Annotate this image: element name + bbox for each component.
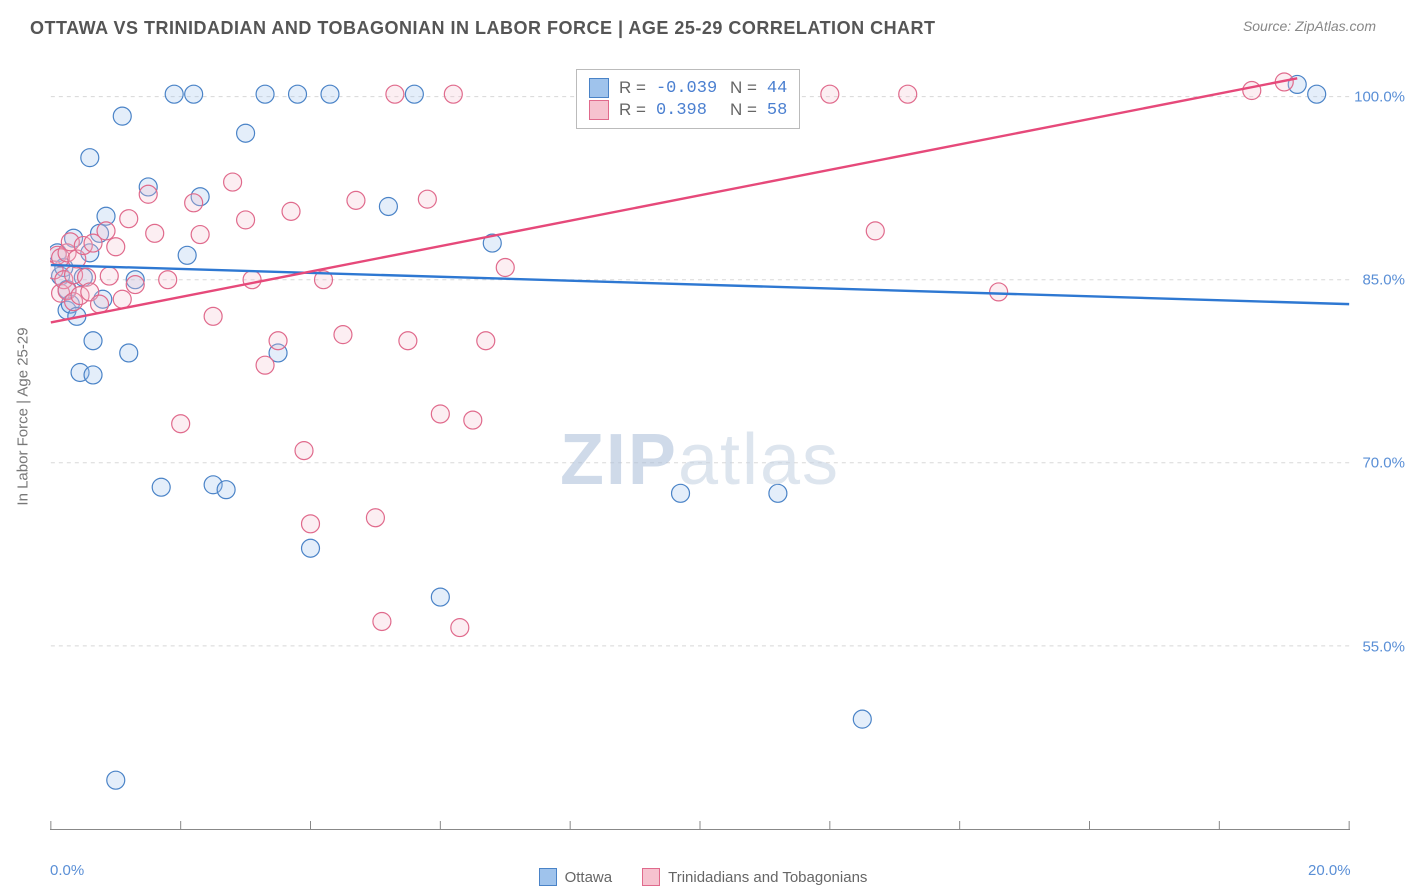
y-tick-label: 55.0%: [1362, 638, 1405, 655]
chart-header: OTTAWA VS TRINIDADIAN AND TOBAGONIAN IN …: [0, 0, 1406, 39]
y-tick-label: 85.0%: [1362, 272, 1405, 289]
chart-svg: [50, 60, 1350, 829]
chart-title: OTTAWA VS TRINIDADIAN AND TOBAGONIAN IN …: [30, 18, 936, 39]
legend-swatch: [539, 868, 557, 886]
stats-r-value: 0.398: [656, 101, 720, 120]
legend-label: Trinidadians and Tobagonians: [668, 869, 867, 886]
y-tick-label: 100.0%: [1354, 88, 1405, 105]
y-axis-label-container: In Labor Force | Age 25-29: [8, 0, 38, 832]
legend-label: Ottawa: [565, 869, 613, 886]
y-tick-label: 70.0%: [1362, 455, 1405, 472]
chart-source: Source: ZipAtlas.com: [1243, 18, 1376, 34]
stats-row: R = 0.398 N = 58: [589, 100, 787, 120]
y-axis-label: In Labor Force | Age 25-29: [15, 327, 32, 505]
stats-row: R =-0.039 N = 44: [589, 78, 787, 98]
stats-n-value: 58: [767, 101, 787, 120]
legend-item: Trinidadians and Tobagonians: [642, 868, 867, 886]
stats-swatch: [589, 78, 609, 98]
plot-area: ZIPatlas R =-0.039 N = 44R = 0.398 N = 5…: [50, 60, 1350, 830]
stats-legend-box: R =-0.039 N = 44R = 0.398 N = 58: [576, 69, 800, 129]
stats-r-value: -0.039: [656, 79, 720, 98]
legend-item: Ottawa: [539, 868, 613, 886]
stats-n-value: 44: [767, 79, 787, 98]
bottom-legend: Ottawa Trinidadians and Tobagonians: [0, 868, 1406, 886]
legend-swatch: [642, 868, 660, 886]
stats-swatch: [589, 100, 609, 120]
